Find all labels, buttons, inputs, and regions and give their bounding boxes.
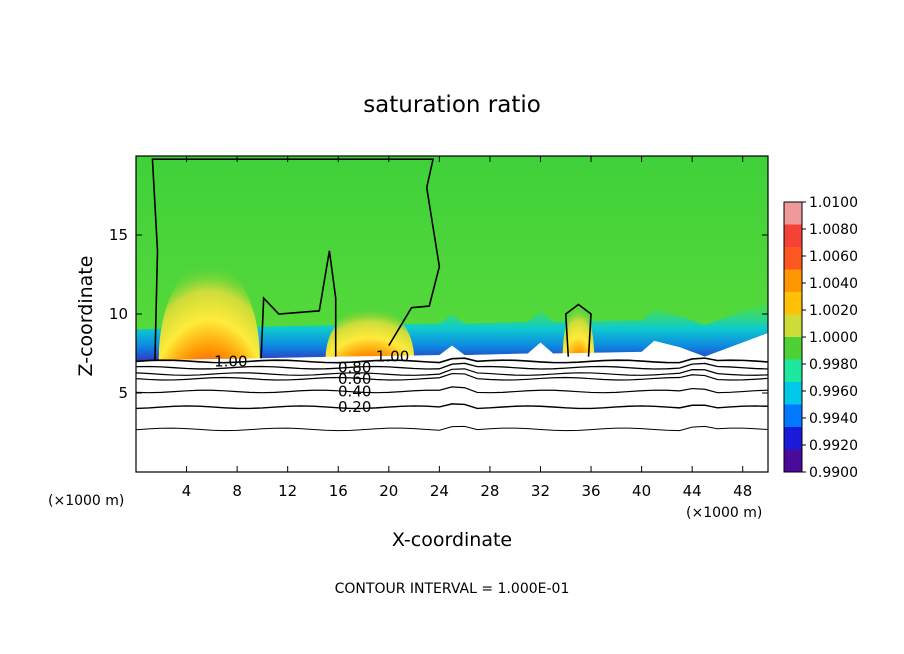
colorbar-label-4: 1.0020 bbox=[809, 303, 858, 319]
colorbar-label-7: 0.9960 bbox=[809, 384, 858, 400]
colorbar-label-1: 1.0080 bbox=[809, 222, 858, 238]
colorbar-swatch-2 bbox=[784, 247, 802, 270]
contour-1-00-outline-2 bbox=[260, 250, 337, 359]
x-tick-label-48: 48 bbox=[733, 482, 752, 500]
colorbar-swatch-4 bbox=[784, 292, 802, 315]
colorbar-label-6: 0.9980 bbox=[809, 357, 858, 373]
contour-label-1: 1.00 bbox=[214, 352, 247, 370]
colorbar-swatch-6 bbox=[784, 337, 802, 360]
contour-label-6: 0.20 bbox=[338, 398, 371, 416]
contour-line-6 bbox=[136, 403, 768, 410]
contour-line-5 bbox=[136, 386, 768, 394]
chart-title: saturation ratio bbox=[363, 92, 541, 118]
x-tick-label-12: 12 bbox=[278, 482, 297, 500]
colorbar-label-5: 1.0000 bbox=[809, 330, 858, 346]
x-unit-left: (×1000 m) bbox=[48, 493, 124, 509]
colorbar-label-3: 1.0040 bbox=[809, 276, 858, 292]
colorbar: 1.0100 1.0080 1.0060 1.0040 1.0020 1.0000 0.99… bbox=[783, 195, 858, 481]
x-tick-label-20: 20 bbox=[379, 482, 398, 500]
x-tick-label-4: 4 bbox=[182, 482, 192, 500]
contour-line-3 bbox=[136, 368, 768, 376]
contour-1-00-outline-1 bbox=[151, 158, 441, 360]
colorbar-label-10: 0.9900 bbox=[809, 465, 858, 481]
contour-1-00-outline-3 bbox=[564, 303, 592, 357]
x-tick-label-8: 8 bbox=[232, 482, 242, 500]
contour-label-3: 0.80 bbox=[338, 359, 371, 377]
colorbar-swatch-11 bbox=[784, 449, 802, 473]
x-tick-label-36: 36 bbox=[581, 482, 600, 500]
contour-label-5: 0.40 bbox=[338, 382, 371, 400]
colorbar-label-8: 0.9940 bbox=[809, 411, 858, 427]
x-tick-label-28: 28 bbox=[480, 482, 499, 500]
x-axis-label: X-coordinate bbox=[392, 529, 512, 551]
colorbar-swatch-7 bbox=[784, 359, 802, 383]
colorbar-swatch-10 bbox=[784, 427, 802, 450]
x-unit-right: (×1000 m) bbox=[686, 505, 762, 521]
contour-label-4: 0.60 bbox=[338, 370, 371, 388]
colorbar-swatch-5 bbox=[784, 314, 802, 338]
contour-line-4 bbox=[136, 372, 768, 381]
low-saturation-band bbox=[136, 301, 768, 362]
x-tick-label-16: 16 bbox=[329, 482, 348, 500]
colorbar-swatch-9 bbox=[784, 404, 802, 428]
x-tick-label-32: 32 bbox=[531, 482, 550, 500]
plot-area: 1.00 1.00 0.800.600.400.20 bbox=[136, 156, 768, 472]
contour-line-1 bbox=[136, 357, 768, 364]
x-tick-label-44: 44 bbox=[683, 482, 702, 500]
colorbar-label-2: 1.0060 bbox=[809, 249, 858, 265]
colorbar-swatch-1 bbox=[784, 224, 802, 248]
x-tick-label-24: 24 bbox=[430, 482, 449, 500]
contour-line-2 bbox=[136, 362, 768, 370]
y-tick-label-15: 15 bbox=[109, 226, 128, 244]
colorbar-label-0: 1.0100 bbox=[809, 195, 858, 211]
y-tick-label-5: 5 bbox=[118, 384, 128, 402]
colorbar-swatch-0 bbox=[784, 202, 802, 225]
contour-interval-note: CONTOUR INTERVAL = 1.000E-01 bbox=[335, 581, 570, 597]
colorbar-swatch-3 bbox=[784, 269, 802, 293]
contour-label-2: 1.00 bbox=[376, 348, 409, 366]
x-tick-label-40: 40 bbox=[632, 482, 651, 500]
contour-line-7 bbox=[136, 425, 768, 432]
colorbar-swatch-8 bbox=[784, 382, 802, 405]
y-axis-label: Z-coordinate bbox=[75, 256, 97, 377]
colorbar-label-9: 0.9920 bbox=[809, 438, 858, 454]
y-tick-label-10: 10 bbox=[109, 305, 128, 323]
